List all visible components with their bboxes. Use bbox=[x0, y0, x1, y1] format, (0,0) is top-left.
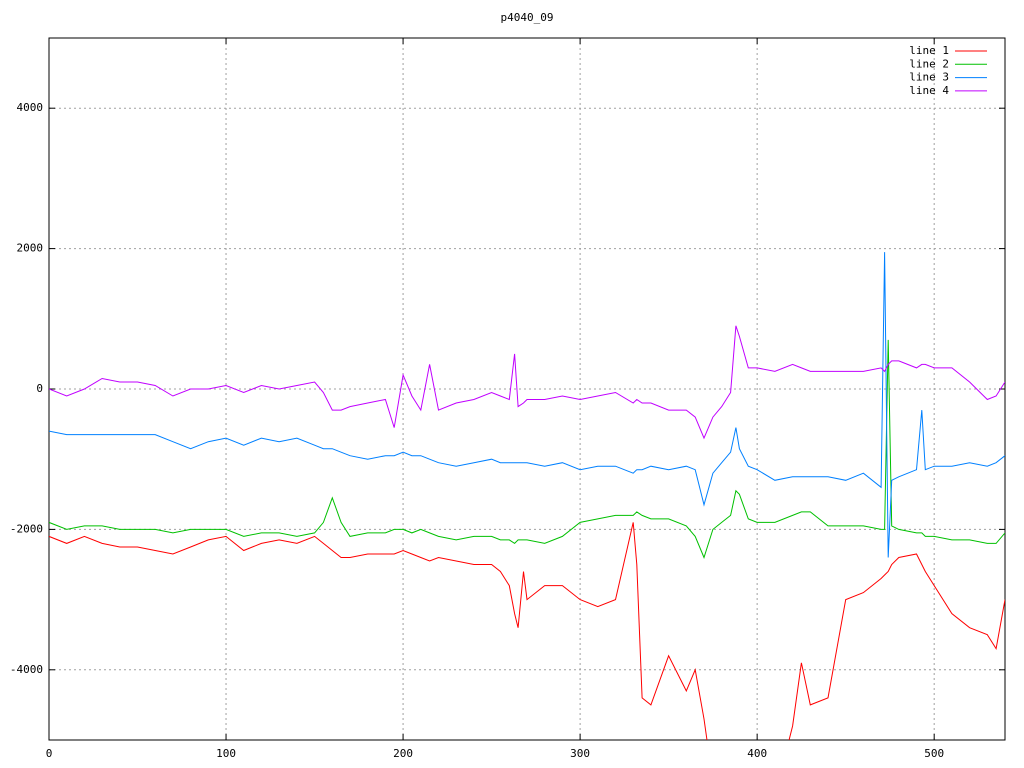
plot-area bbox=[49, 252, 1005, 740]
x-tick-label: 300 bbox=[570, 747, 590, 760]
x-tick-label: 0 bbox=[46, 747, 53, 760]
x-tick-label: 100 bbox=[216, 747, 236, 760]
y-tick-label: 0 bbox=[36, 382, 43, 395]
legend-label: line 1 bbox=[909, 44, 949, 57]
data-line bbox=[49, 339, 1005, 559]
chart-title: p4040_09 bbox=[501, 11, 554, 24]
x-tick-label: 200 bbox=[393, 747, 413, 760]
legend-label: line 4 bbox=[909, 84, 949, 97]
y-tick-label: 2000 bbox=[17, 242, 44, 255]
y-tick-label: 4000 bbox=[17, 101, 44, 114]
y-tick-label: -4000 bbox=[10, 663, 43, 676]
x-tick-label: 400 bbox=[747, 747, 767, 760]
legend-label: line 3 bbox=[909, 71, 949, 84]
x-tick-label: 500 bbox=[924, 747, 944, 760]
legend-label: line 2 bbox=[909, 57, 949, 70]
data-line bbox=[49, 522, 1005, 740]
data-line bbox=[49, 325, 1005, 440]
y-tick-label: -2000 bbox=[10, 522, 43, 535]
data-line bbox=[49, 252, 1005, 558]
